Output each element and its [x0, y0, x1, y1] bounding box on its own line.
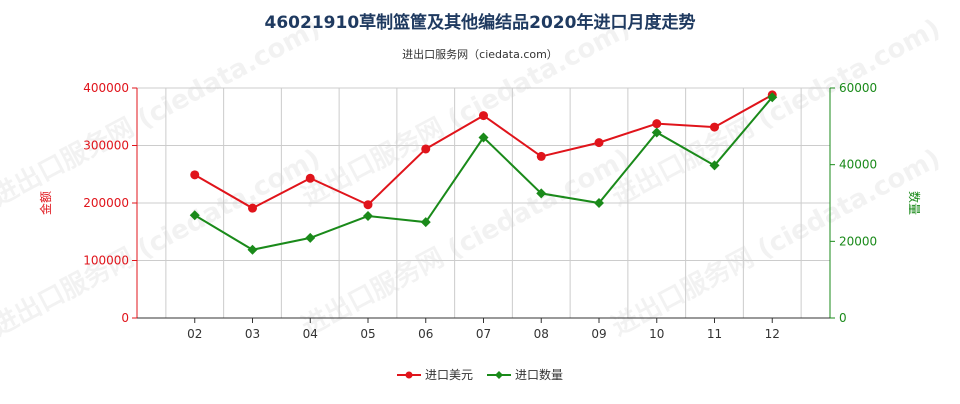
- right-tick-label: 60000: [839, 81, 877, 95]
- right-tick-label: 0: [839, 311, 847, 325]
- x-tick-label: 03: [245, 327, 260, 341]
- series-2-point: [247, 244, 258, 255]
- left-tick-label: 0: [121, 311, 129, 325]
- x-tick-label: 09: [591, 327, 606, 341]
- series-1-point: [421, 144, 431, 154]
- left-tick-label: 100000: [83, 254, 129, 268]
- series-1-point: [536, 151, 546, 161]
- legend-label-1: 进口美元: [425, 368, 473, 382]
- x-tick-label: 11: [707, 327, 722, 341]
- series-2-point: [536, 188, 547, 199]
- left-axis-label: 金额: [38, 191, 53, 215]
- series-2-point: [594, 198, 604, 208]
- x-tick-label: 05: [360, 327, 375, 341]
- left-tick-label: 300000: [83, 139, 129, 153]
- right-tick-label: 20000: [839, 234, 877, 248]
- series-1-point: [248, 203, 257, 213]
- series-2-point: [651, 127, 662, 138]
- series-1-point: [190, 170, 200, 180]
- left-tick-label: 400000: [83, 81, 129, 95]
- series-2-point: [420, 217, 431, 228]
- series-2-point: [189, 210, 200, 221]
- x-tick-label: 12: [765, 327, 780, 341]
- x-tick-label: 10: [649, 327, 664, 341]
- right-axis-label: 数量: [907, 191, 922, 215]
- series-2-point: [363, 211, 373, 222]
- legend-label-2: 进口数量: [515, 367, 563, 382]
- chart-title: 46021910草制篮筐及其他编结品2020年进口月度走势: [265, 12, 696, 33]
- legend-marker-1: [405, 371, 413, 379]
- series-1-point: [479, 111, 488, 121]
- x-tick-label: 08: [534, 327, 549, 341]
- series-1-point: [594, 138, 604, 148]
- series-2-point: [767, 92, 778, 103]
- x-tick-label: 02: [187, 327, 202, 341]
- x-tick-label: 07: [476, 327, 491, 341]
- plot-area: 0 100000 200000 300000 400000 0 20000 40000 6000…: [83, 81, 877, 341]
- x-tick-label: 06: [418, 327, 433, 341]
- chart-subtitle: 进出口服务网（ciedata.com）: [402, 47, 558, 61]
- legend: 进口美元 进口数量: [397, 367, 563, 382]
- series-1-point: [363, 200, 373, 210]
- series-1-point: [652, 119, 662, 129]
- legend-marker-2: [495, 371, 503, 379]
- left-tick-label: 200000: [83, 196, 129, 210]
- series-2-point: [709, 160, 720, 171]
- series-2-point: [305, 232, 316, 243]
- series-2-point: [478, 132, 489, 143]
- series-1-point: [710, 122, 719, 132]
- x-tick-label: 04: [303, 327, 318, 341]
- series-1-point: [305, 173, 315, 183]
- right-tick-label: 40000: [839, 158, 877, 172]
- watermark-layer: 进出口服务网 (ciedata.com)进出口服务网 (ciedata.com)…: [0, 14, 945, 343]
